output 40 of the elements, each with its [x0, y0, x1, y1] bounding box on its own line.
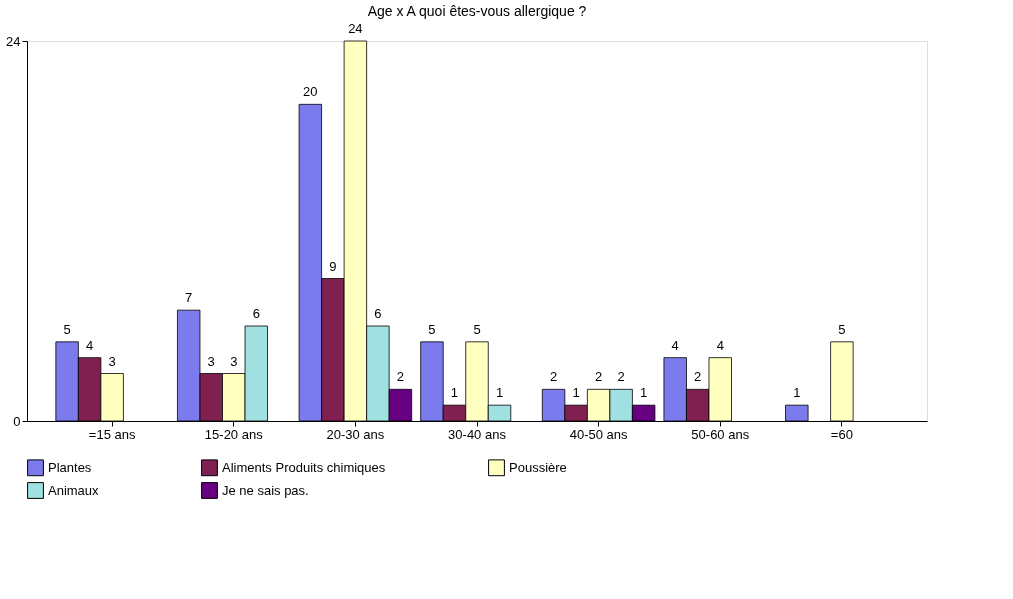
legend-label: Aliments Produits chimiques	[222, 459, 386, 475]
data-label: 1	[640, 385, 648, 401]
data-label: 6	[374, 306, 382, 321]
data-label: 5	[838, 321, 846, 337]
data-label: 2	[549, 369, 558, 385]
data-label: 4	[671, 337, 679, 353]
data-label: 3	[108, 353, 116, 369]
data-label: 5	[473, 321, 481, 337]
chart-title: Age x A quoi êtes-vous allergique ?	[367, 3, 587, 19]
data-label: 2	[694, 369, 702, 385]
legend-label: Poussière	[509, 459, 567, 475]
data-label: 24	[348, 21, 363, 36]
data-label: 1	[572, 385, 580, 401]
legend-label: Je ne sais pas.	[222, 482, 309, 498]
legend-label: Animaux	[48, 482, 100, 498]
y-tick-label: 0	[13, 413, 21, 429]
data-label: 6	[252, 306, 260, 321]
data-label: 3	[230, 353, 238, 369]
data-label: 4	[716, 337, 724, 353]
data-label: 7	[185, 290, 193, 306]
data-label: 2	[617, 369, 625, 385]
x-tick-label: 50-60 ans	[691, 426, 750, 442]
x-tick-label: =60	[830, 426, 853, 442]
x-tick-label: 20-30 ans	[326, 426, 385, 442]
x-tick-label: 40-50 ans	[569, 426, 629, 442]
data-label: 1	[495, 385, 504, 401]
x-tick-label: =15 ans	[88, 426, 136, 442]
data-label: 1	[450, 385, 459, 401]
data-label: 5	[63, 321, 71, 337]
legend-label: Plantes	[48, 459, 92, 475]
data-label: 5	[428, 321, 436, 337]
data-label: 3	[207, 353, 215, 369]
data-label: 20	[303, 84, 318, 100]
x-tick-label: 30-40 ans	[448, 426, 507, 442]
data-label: 4	[86, 337, 94, 353]
data-label: 9	[329, 258, 337, 274]
data-label: 2	[595, 369, 603, 385]
x-tick-label: 15-20 ans	[204, 426, 264, 442]
data-label: 2	[396, 369, 405, 385]
data-label: 1	[793, 385, 801, 401]
